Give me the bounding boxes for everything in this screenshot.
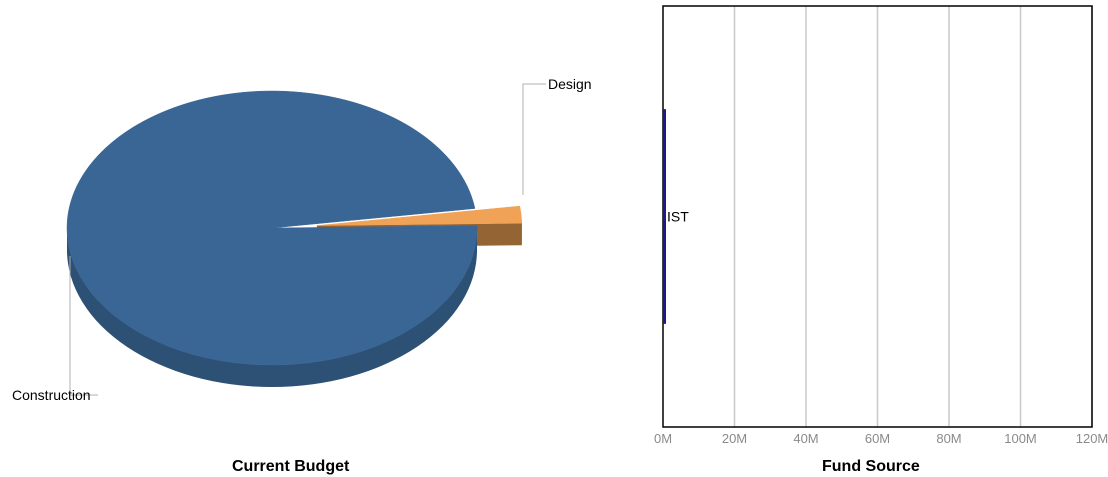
pie-slice-side-construction <box>67 228 477 387</box>
current-budget-chart: Design Construction Current Budget <box>12 76 592 475</box>
x-tick-label: 20M <box>722 431 747 446</box>
x-tick-label: 120M <box>1076 431 1108 446</box>
pie-labels: Design Construction <box>12 76 592 403</box>
bar-gridlines <box>733 6 1093 427</box>
bar-chart-svg: IST 0M 20M 40M 60M 80M 100M 120M <box>654 5 1108 446</box>
pie-chart-svg: Design Construction <box>12 76 592 403</box>
x-tick-label: 60M <box>865 431 890 446</box>
pie-slice-design[interactable] <box>316 205 523 226</box>
pie-tops <box>66 90 523 366</box>
bar-ist[interactable] <box>663 109 666 324</box>
bar-chart-title: Fund Source <box>822 458 920 475</box>
x-tick-labels: 0M 20M 40M 60M 80M 100M 120M <box>654 431 1108 446</box>
pie-slice-construction[interactable] <box>66 90 478 366</box>
bar-label-ist: IST <box>667 209 689 225</box>
x-tick-label: 0M <box>654 431 672 446</box>
x-tick-label: 80M <box>936 431 961 446</box>
fund-source-chart: IST 0M 20M 40M 60M 80M 100M 120M Fund Source <box>610 0 1108 477</box>
pie-chart-title: Current Budget <box>232 458 350 475</box>
pie-label-design: Design <box>548 76 592 92</box>
x-tick-label: 40M <box>793 431 818 446</box>
construction-leader-line <box>69 256 98 396</box>
design-leader-line <box>522 83 546 195</box>
x-tick-label: 100M <box>1004 431 1037 446</box>
bars: IST <box>663 109 689 324</box>
pie-label-construction: Construction <box>12 387 91 403</box>
